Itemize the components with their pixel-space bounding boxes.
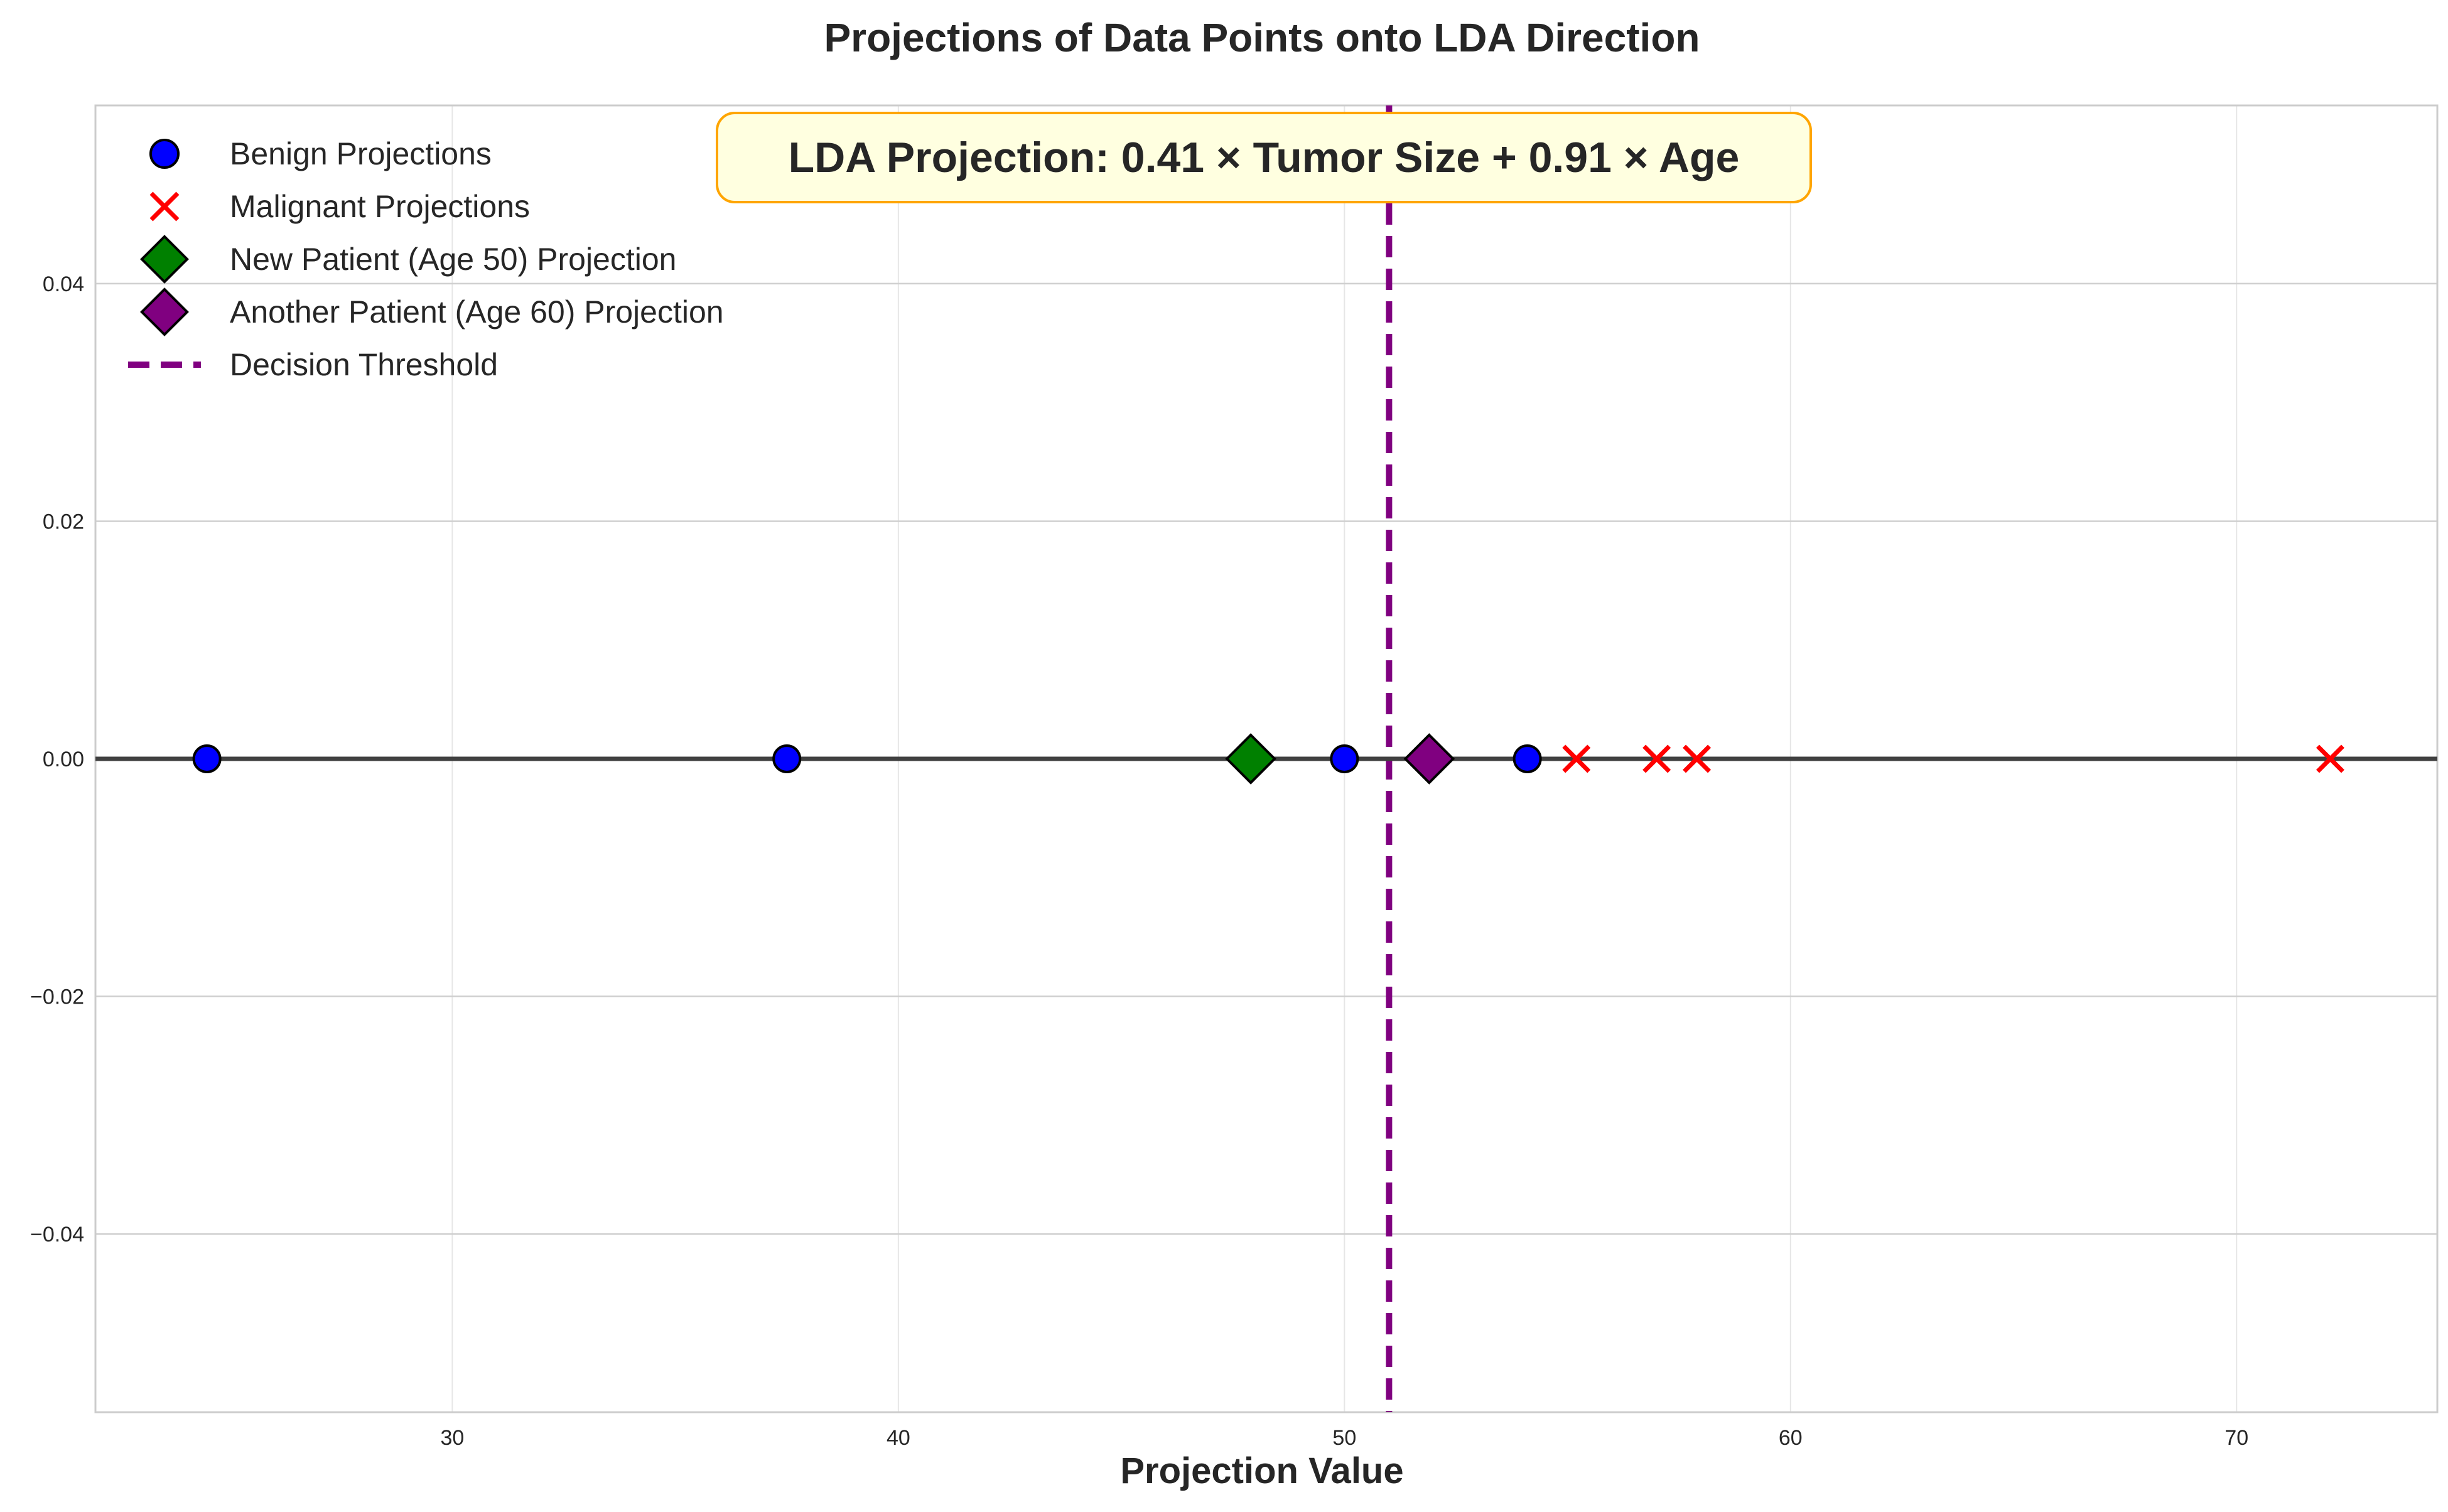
annotation-box [716,112,1812,203]
patient-projection-point [1225,733,1276,785]
malignant-point [2316,744,2344,773]
formula-annotation: LDA Projection: 0.41 × Tumor Size + 0.91… [716,112,1812,203]
malignant-point [1683,744,1712,773]
legend-label: Malignant Projections [230,189,530,224]
benign-point [1330,744,1359,773]
legend-item: New Patient (Age 50) Projection [140,235,676,284]
legend: Benign Projections Malignant Projections N… [128,136,724,382]
x-tick-label: 30 [440,1426,464,1450]
malignant-point [1642,744,1671,773]
x-tick-label: 50 [1332,1426,1356,1450]
y-tick-label: 0.04 [43,272,84,296]
x-tick-label: 70 [2224,1426,2248,1450]
y-tick-label: −0.02 [30,985,84,1009]
y-tick-label: 0.02 [43,510,84,533]
legend-item: Malignant Projections [149,189,530,224]
patient-projection-point [1403,733,1455,785]
chart-title: Projections of Data Points onto LDA Dire… [824,15,1700,60]
legend-swatch [149,191,180,222]
data-points [192,733,2344,785]
annotation-text: LDA Projection: 0.41 × Tumor Size + 0.91… [789,134,1740,181]
benign-point [772,744,802,773]
legend-label: New Patient (Age 50) Projection [230,242,676,277]
x-axis-ticks: 30 40 50 60 70 [440,1426,2248,1450]
legend-label: Decision Threshold [230,347,498,382]
y-tick-label: 0.00 [43,748,84,771]
malignant-point [1562,744,1591,773]
x-tick-label: 40 [887,1426,910,1450]
legend-swatch [149,138,180,169]
benign-point [192,744,222,773]
y-tick-label: −0.04 [30,1223,84,1247]
x-tick-label: 60 [1779,1426,1803,1450]
legend-swatch [140,235,189,284]
legend-label: Another Patient (Age 60) Projection [230,294,724,330]
x-axis-label: Projection Value [1120,1450,1403,1491]
legend-swatch [140,287,189,336]
legend-item: Decision Threshold [128,347,498,382]
y-axis-ticks: −0.04 −0.02 0.00 0.02 0.04 [30,272,84,1247]
legend-item: Another Patient (Age 60) Projection [140,287,724,336]
legend-item: Benign Projections [149,136,492,171]
benign-point [1512,744,1542,773]
legend-label: Benign Projections [230,136,492,171]
